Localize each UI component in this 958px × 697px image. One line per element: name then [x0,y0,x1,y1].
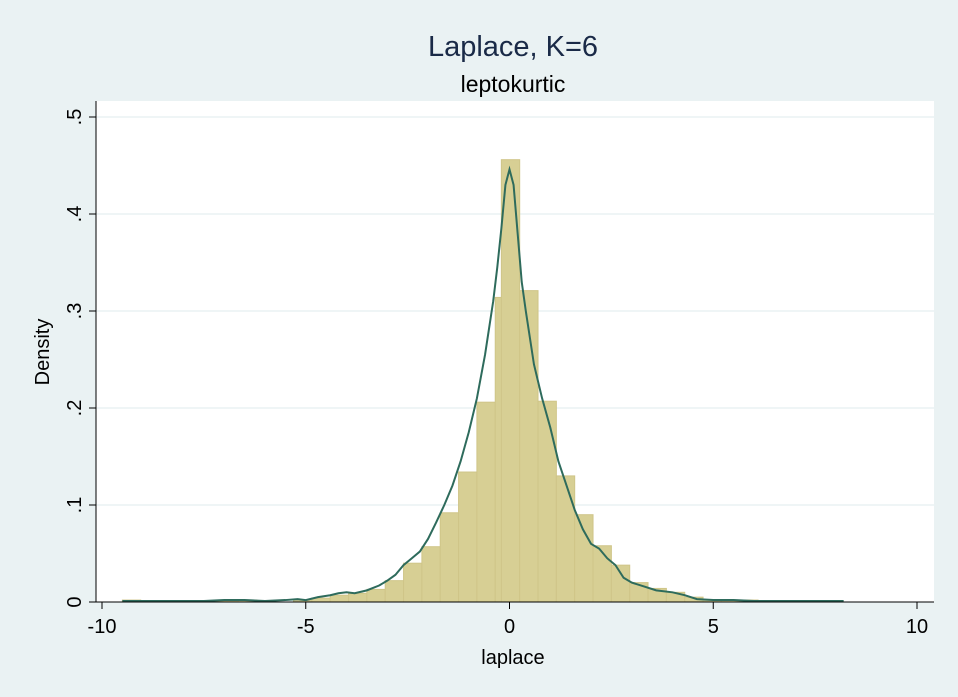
histogram-bar [348,592,368,603]
histogram-bar [458,471,478,603]
y-tick-label: .1 [64,497,86,514]
histogram-bar [476,401,496,603]
histogram-bar [555,475,576,603]
x-tick-label: -10 [88,616,117,638]
x-axis-label: laplace [481,647,544,669]
x-axis-ticks: -10 -5 0 5 10 [88,602,928,638]
y-axis-ticks: 0 .1 .2 .3 .4 .5 [64,109,96,608]
histogram-bar [537,400,557,603]
histogram-bar [366,588,386,603]
histogram-bar [384,580,405,603]
histogram-bar [421,546,441,603]
y-tick-label: .2 [64,400,86,417]
histogram-bar [329,594,350,603]
chart-subtitle: leptokurtic [461,71,566,97]
histogram-bars [121,159,832,603]
histogram-bar [403,562,423,603]
chart-title: Laplace, K=6 [428,31,598,63]
x-tick-label: -5 [297,616,315,638]
y-tick-label: 0 [64,596,86,607]
y-tick-label: .5 [64,109,86,126]
y-tick-label: .4 [64,206,86,223]
x-tick-label: 5 [708,616,719,638]
y-tick-label: .3 [64,303,86,320]
histogram-bar [610,564,631,603]
histogram-bar [574,514,594,603]
x-tick-label: 10 [906,616,928,638]
y-axis-label: Density [32,319,54,386]
density-line [122,165,844,603]
histogram-bar [592,545,612,603]
x-tick-label: 0 [504,616,515,638]
histogram-bar [439,512,460,603]
